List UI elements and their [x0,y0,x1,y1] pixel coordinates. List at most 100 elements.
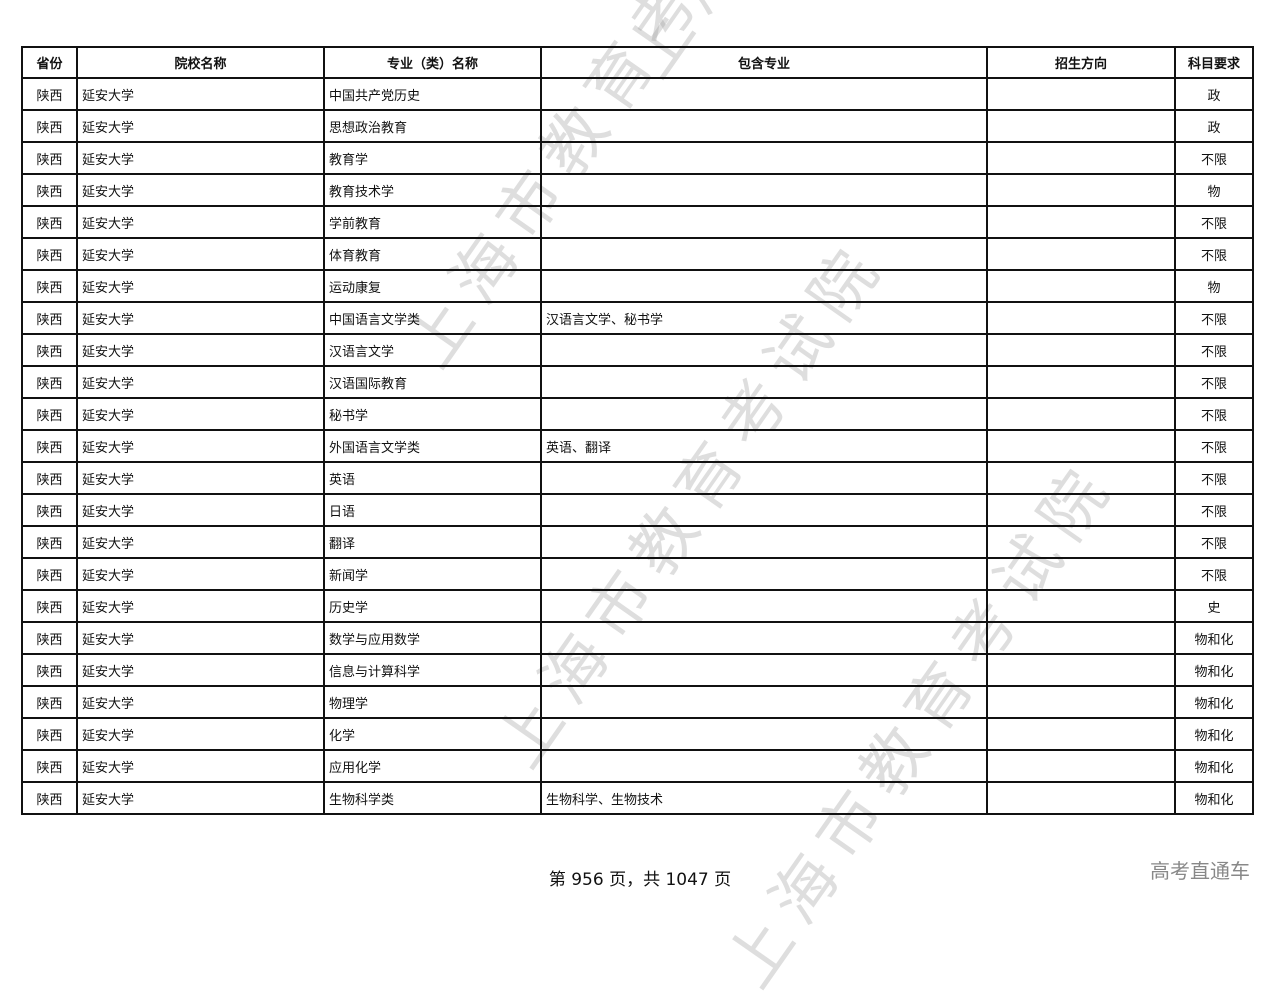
table-cell: 延安大学 [76,621,325,655]
table-cell: 延安大学 [76,685,325,719]
table-cell: 物和化 [1174,621,1254,655]
table-row: 陕西 延安大学 外国语言文学类 英语、翻译 不限 [21,429,1254,463]
table-cell [986,461,1176,495]
table-cell: 陕西 [21,333,78,367]
table-cell: 陕西 [21,205,78,239]
table-row: 陕西 延安大学 中国共产党历史 政 [21,77,1254,111]
table-cell: 陕西 [21,493,78,527]
table-cell: 不限 [1174,525,1254,559]
table-row: 陕西 延安大学 运动康复 物 [21,269,1254,303]
table-cell [540,589,988,623]
table-cell: 生物科学类 [323,781,542,815]
table-cell: 陕西 [21,365,78,399]
table-cell: 物理学 [323,685,542,719]
table-cell [540,717,988,751]
table-header: 省份 院校名称 专业（类）名称 包含专业 招生方向 科目要求 [21,46,1254,79]
table-cell [986,269,1176,303]
table-cell [986,141,1176,175]
table-cell [986,589,1176,623]
table-cell: 陕西 [21,653,78,687]
column-header: 包含专业 [540,46,988,79]
table-row: 陕西 延安大学 生物科学类 生物科学、生物技术 物和化 [21,781,1254,815]
table-cell [986,205,1176,239]
table-cell [986,173,1176,207]
table-cell [986,621,1176,655]
table-cell: 延安大学 [76,333,325,367]
table-cell: 陕西 [21,397,78,431]
table-row: 陕西 延安大学 信息与计算科学 物和化 [21,653,1254,687]
table-cell [540,77,988,111]
table-cell [986,397,1176,431]
table-cell [540,237,988,271]
table-cell: 陕西 [21,237,78,271]
table-cell: 汉语国际教育 [323,365,542,399]
table-cell: 延安大学 [76,397,325,431]
table-cell: 政 [1174,109,1254,143]
table-cell: 陕西 [21,173,78,207]
table-cell [986,365,1176,399]
table-cell: 新闻学 [323,557,542,591]
table-row: 陕西 延安大学 学前教育 不限 [21,205,1254,239]
table-cell [540,397,988,431]
table-cell: 应用化学 [323,749,542,783]
admission-table: 省份 院校名称 专业（类）名称 包含专业 招生方向 科目要求 陕西 延安大学 中国共产党历史政… [21,46,1254,815]
table-cell: 延安大学 [76,653,325,687]
table-cell: 翻译 [323,525,542,559]
table-cell: 延安大学 [76,749,325,783]
column-header: 科目要求 [1174,46,1254,79]
table-row: 陕西 延安大学 历史学 史 [21,589,1254,623]
table-cell: 化学 [323,717,542,751]
table-row: 陕西 延安大学 教育技术学 物 [21,173,1254,207]
table-cell [540,685,988,719]
table-cell: 延安大学 [76,429,325,463]
table-cell: 不限 [1174,333,1254,367]
table-row: 陕西 延安大学 教育学 不限 [21,141,1254,175]
table-cell [986,77,1176,111]
table-cell [986,525,1176,559]
table-cell: 延安大学 [76,141,325,175]
table-cell: 信息与计算科学 [323,653,542,687]
table-cell: 生物科学、生物技术 [540,781,988,815]
table-cell: 延安大学 [76,269,325,303]
table-cell: 学前教育 [323,205,542,239]
table-cell: 不限 [1174,141,1254,175]
table-cell: 延安大学 [76,717,325,751]
table-cell: 教育学 [323,141,542,175]
table-cell [986,685,1176,719]
table-cell: 英语 [323,461,542,495]
table-cell: 汉语言文学 [323,333,542,367]
table-cell: 延安大学 [76,589,325,623]
table-cell: 物和化 [1174,717,1254,751]
table-cell: 陕西 [21,109,78,143]
table-cell [986,781,1176,815]
table-cell: 英语、翻译 [540,429,988,463]
table-cell [540,333,988,367]
table-cell [540,621,988,655]
table-cell: 运动康复 [323,269,542,303]
table-cell: 延安大学 [76,781,325,815]
table-cell: 陕西 [21,301,78,335]
table-cell: 政 [1174,77,1254,111]
table-cell: 不限 [1174,205,1254,239]
table-cell: 不限 [1174,397,1254,431]
table-cell: 物 [1174,173,1254,207]
column-header: 院校名称 [76,46,325,79]
table-cell: 陕西 [21,461,78,495]
table-cell: 延安大学 [76,493,325,527]
table-cell: 物和化 [1174,653,1254,687]
table-cell: 延安大学 [76,557,325,591]
table-cell: 不限 [1174,365,1254,399]
table-cell: 中国语言文学类 [323,301,542,335]
table-cell: 陕西 [21,557,78,591]
table-cell: 延安大学 [76,173,325,207]
table-cell: 教育技术学 [323,173,542,207]
page-number: 第 956 页，共 1047 页 [548,870,732,890]
table-cell [986,301,1176,335]
table-cell [986,237,1176,271]
table-cell: 不限 [1174,429,1254,463]
table-cell: 物 [1174,269,1254,303]
table-cell [540,749,988,783]
table-cell [986,653,1176,687]
table-cell: 延安大学 [76,365,325,399]
table-row: 陕西 延安大学 新闻学 不限 [21,557,1254,591]
